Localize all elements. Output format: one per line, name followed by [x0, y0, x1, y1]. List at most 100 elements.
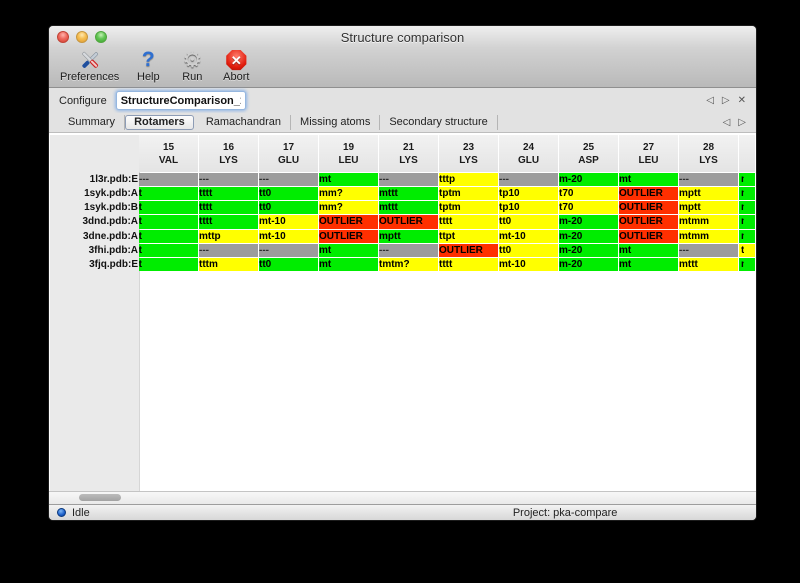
rotamer-cell[interactable]: tttp	[439, 173, 498, 187]
rotamer-cell[interactable]: OUTLIER	[319, 229, 378, 243]
rotamer-cell[interactable]: mttt	[379, 187, 438, 201]
rotamer-cell[interactable]: mt	[319, 257, 378, 271]
rotamer-cell[interactable]: mt-10	[259, 215, 318, 229]
rotamer-cell[interactable]: tmtm?	[379, 257, 438, 271]
zoom-window-button[interactable]	[95, 31, 107, 43]
tabs-next-button[interactable]: ▷	[738, 116, 746, 128]
rotamer-cell[interactable]: mt	[619, 243, 678, 257]
rotamer-cell[interactable]: ---	[679, 243, 738, 257]
configure-next-button[interactable]: ▷	[721, 94, 730, 106]
row-label-1syk-pdb-b[interactable]: 1syk.pdb:B	[50, 201, 138, 215]
rotamer-cell[interactable]: ---	[379, 243, 438, 257]
rotamer-cell[interactable]: t	[139, 187, 198, 201]
title-bar[interactable]: Structure comparison	[49, 26, 756, 48]
rotamer-cell[interactable]: tttt	[439, 257, 498, 271]
rotamer-cell[interactable]: tt0	[259, 201, 318, 215]
rotamer-cell[interactable]: OUTLIER	[439, 243, 498, 257]
rotamer-cell[interactable]: t	[139, 201, 198, 215]
toolbar-help-button[interactable]: ? Help	[128, 49, 168, 84]
rotamer-cell[interactable]: ttpt	[439, 229, 498, 243]
rotamer-cell[interactable]: tt0	[499, 215, 558, 229]
rotamer-cell[interactable]: mttp	[199, 229, 258, 243]
rotamer-cell[interactable]: tt0	[499, 243, 558, 257]
rotamer-cell[interactable]: mt-10	[499, 229, 558, 243]
rotamer-cell[interactable]: mm?	[319, 201, 378, 215]
rotamer-cell[interactable]: OUTLIER	[619, 229, 678, 243]
rotamer-cell-partial[interactable]: m	[739, 173, 755, 187]
rotamer-cell[interactable]: mtmm	[679, 229, 738, 243]
rotamer-cell[interactable]: mt	[319, 243, 378, 257]
rotamer-cell[interactable]: tttt	[199, 215, 258, 229]
rotamer-cell[interactable]: ---	[199, 243, 258, 257]
tab-missing-atoms[interactable]: Missing atoms	[291, 115, 381, 130]
rotamer-cell[interactable]: ---	[139, 173, 198, 187]
horizontal-scrollbar-thumb[interactable]	[79, 494, 121, 501]
rotamer-cell[interactable]: tp10	[499, 201, 558, 215]
rotamer-cell[interactable]: tt0	[259, 187, 318, 201]
rotamer-cell[interactable]: t70	[559, 201, 618, 215]
tabs-prev-button[interactable]: ◁	[722, 116, 731, 128]
rotamer-cell[interactable]: tptm	[439, 187, 498, 201]
rotamer-cell[interactable]: mt	[619, 257, 678, 271]
minimize-window-button[interactable]	[76, 31, 88, 43]
rotamer-cell[interactable]: mptt	[679, 187, 738, 201]
rotamer-cell[interactable]: OUTLIER	[619, 187, 678, 201]
row-label-3fjq-pdb-e[interactable]: 3fjq.pdb:E	[50, 257, 138, 271]
tab-secondary-structure[interactable]: Secondary structure	[380, 115, 498, 130]
rotamer-cell[interactable]: tp10	[499, 187, 558, 201]
rotamer-cell[interactable]: m-20	[559, 215, 618, 229]
rotamer-cell[interactable]: m-20	[559, 229, 618, 243]
rotamer-cell[interactable]: mm?	[319, 187, 378, 201]
rotamer-cell[interactable]: ---	[259, 243, 318, 257]
rotamer-cell[interactable]: tttt	[199, 187, 258, 201]
configure-prev-button[interactable]: ◁	[706, 94, 714, 106]
row-label-3dne-pdb-a[interactable]: 3dne.pdb:A	[50, 229, 138, 243]
rotamer-cell[interactable]: mtmm	[679, 215, 738, 229]
rotamer-cell-partial[interactable]: m	[739, 229, 755, 243]
rotamer-cell[interactable]: mptt	[379, 229, 438, 243]
rotamer-cell-partial[interactable]: t	[739, 243, 755, 257]
rotamer-cell[interactable]: mt-10	[259, 229, 318, 243]
toolbar-abort-button[interactable]: ✕ Abort	[216, 49, 256, 84]
rotamer-cell[interactable]: OUTLIER	[379, 215, 438, 229]
tab-rotamers[interactable]: Rotamers	[125, 115, 194, 130]
row-label-3dnd-pdb-a[interactable]: 3dnd.pdb:A	[50, 215, 138, 229]
rotamer-cell-partial[interactable]: m	[739, 201, 755, 215]
rotamer-cell[interactable]: ---	[499, 173, 558, 187]
horizontal-scrollbar[interactable]	[49, 491, 756, 504]
rotamer-cell[interactable]: t	[139, 215, 198, 229]
tab-ramachandran[interactable]: Ramachandran	[197, 115, 292, 130]
toolbar-run-button[interactable]: ⚙ Run	[172, 49, 212, 84]
tab-summary[interactable]: Summary	[59, 115, 126, 130]
rotamer-cell-partial[interactable]: m	[739, 257, 755, 271]
rotamer-cell-partial[interactable]: m	[739, 215, 755, 229]
configure-close-icon[interactable]: ✕	[737, 94, 746, 106]
configure-name-input[interactable]	[115, 91, 246, 110]
toolbar-preferences-button[interactable]: Preferences	[55, 49, 124, 84]
rotamer-cell[interactable]: tttm	[199, 257, 258, 271]
rotamer-cell[interactable]: t70	[559, 187, 618, 201]
rotamer-cell[interactable]: mptt	[679, 201, 738, 215]
rotamer-cell[interactable]: OUTLIER	[319, 215, 378, 229]
rotamer-cell[interactable]: tttt	[199, 201, 258, 215]
rotamer-cell[interactable]: mt	[319, 173, 378, 187]
rotamer-cell[interactable]: tt0	[259, 257, 318, 271]
rotamer-cell[interactable]: mttt	[679, 257, 738, 271]
rotamer-cell[interactable]: mt	[619, 173, 678, 187]
rotamer-cell[interactable]: tttt	[439, 215, 498, 229]
close-window-button[interactable]	[57, 31, 69, 43]
rotamer-cell[interactable]: t	[139, 229, 198, 243]
rotamer-cell[interactable]: t	[139, 257, 198, 271]
rotamer-cell-partial[interactable]: m	[739, 187, 755, 201]
rotamer-cell[interactable]: m-20	[559, 257, 618, 271]
rotamer-cell[interactable]: OUTLIER	[619, 201, 678, 215]
rotamer-cell[interactable]: ---	[259, 173, 318, 187]
rotamer-cell[interactable]: tptm	[439, 201, 498, 215]
rotamer-cell[interactable]: ---	[679, 173, 738, 187]
rotamer-cell[interactable]: OUTLIER	[619, 215, 678, 229]
row-label-1l3r-pdb-e[interactable]: 1l3r.pdb:E	[50, 173, 138, 187]
row-label-3fhi-pdb-a[interactable]: 3fhi.pdb:A	[50, 243, 138, 257]
rotamer-cell[interactable]: ---	[379, 173, 438, 187]
rotamer-cell[interactable]: mttt	[379, 201, 438, 215]
rotamer-cell[interactable]: m-20	[559, 243, 618, 257]
